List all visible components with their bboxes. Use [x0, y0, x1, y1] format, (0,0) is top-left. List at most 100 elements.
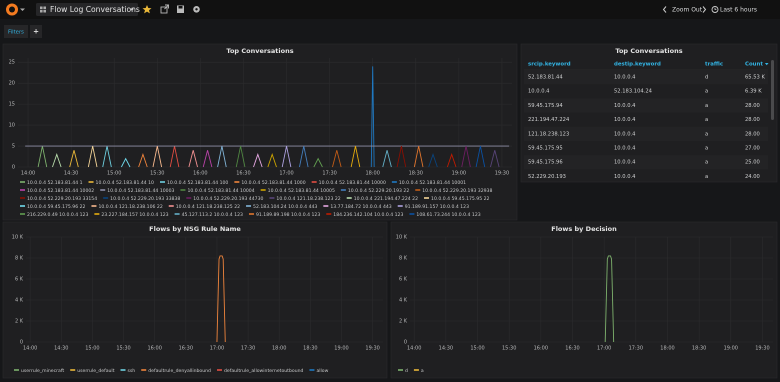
legend-label: 10.0.0.4 52.229.20.193 22	[348, 188, 409, 194]
clock-icon	[711, 6, 719, 13]
panel	[2, 43, 518, 221]
y-tick-label: 4 K	[399, 298, 408, 304]
settings-button[interactable]	[193, 6, 200, 13]
x-tick-label: 17:30	[629, 346, 643, 352]
x-tick-label: 15:30	[150, 171, 164, 177]
table-cell: a	[705, 89, 708, 95]
y-tick-label: 8 K	[15, 256, 24, 262]
x-tick-label: 18:00	[272, 346, 286, 352]
column-header: traffic	[705, 62, 723, 68]
y-tick-label: 2 K	[399, 319, 408, 325]
y-tick-label: 0	[20, 340, 23, 346]
table-cell: 65.53 K	[745, 75, 765, 81]
x-tick-label: 18:30	[692, 346, 706, 352]
legend-label: ssh	[128, 368, 136, 374]
dashboard-title[interactable]: Flow Log Conversations	[50, 5, 140, 14]
scrollbar[interactable]	[771, 60, 774, 120]
legend-label: 10.0.0.4 52.183.81.44 10005	[268, 188, 335, 194]
legend-label: 10.0.0.4 121.18.238.123 22	[276, 196, 340, 202]
legend-label: 10.0.0.4 59.45.175.95 22	[431, 196, 490, 202]
legend-label: 23.227.184.157 10.0.0.4 123	[101, 212, 168, 218]
table-cell: 121.18.238.123	[528, 131, 569, 137]
x-tick-label: 15:00	[107, 171, 121, 177]
legend-label: allow	[316, 368, 328, 374]
zoom-out[interactable]: Zoom Out	[672, 6, 703, 13]
x-tick-label: 19:00	[452, 171, 466, 177]
panel-title: Top Conversations	[615, 47, 682, 55]
table-cell: a	[705, 160, 708, 166]
series-line	[446, 153, 457, 168]
series-line	[604, 255, 615, 343]
table-cell: 10.0.0.4	[614, 75, 636, 81]
table-cell: d	[705, 75, 708, 81]
add-filter-button[interactable]	[30, 25, 42, 38]
legend-label: 10.0.0.4 52.183.81.44 10003	[107, 188, 174, 194]
x-tick-label: 17:00	[210, 346, 224, 352]
x-tick-label: 18:30	[409, 171, 423, 177]
table-cell: 6.39 K	[745, 89, 762, 95]
series-line	[52, 153, 62, 168]
series-line	[475, 145, 486, 168]
x-tick-label: 18:30	[303, 346, 317, 352]
legend-label: a	[421, 369, 424, 374]
share-button[interactable]	[160, 4, 169, 14]
x-tick-label: 16:30	[565, 346, 579, 352]
x-tick-label: 16:00	[534, 346, 548, 352]
y-tick-label: 0	[12, 165, 15, 171]
legend-label: defaultrule_denyallinbound	[148, 368, 211, 374]
table-cell: 52.183.104.24	[614, 89, 653, 95]
x-tick-label: 17:30	[322, 171, 336, 177]
x-tick-label: 15:30	[116, 346, 130, 352]
series-line	[87, 145, 98, 168]
zoom-prev[interactable]	[662, 6, 667, 13]
y-tick-label: 6 K	[15, 277, 24, 283]
legend-label: 91.189.89.198 10.0.0.4 123	[256, 212, 320, 218]
star-button[interactable]	[142, 5, 152, 14]
y-tick-label: 10	[9, 123, 15, 129]
table-cell: 10.0.0.4	[614, 174, 636, 180]
time-range[interactable]: Last 6 hours	[720, 6, 757, 13]
table-cell: 59.45.175.96	[528, 160, 563, 166]
y-tick-label: 20	[9, 81, 15, 87]
legend-label: 10.0.0.4 52.229.20.193 33154	[27, 196, 97, 202]
x-tick-label: 19:00	[334, 346, 348, 352]
legend-label: 10.0.0.4 52.183.81.44 100	[167, 180, 228, 186]
legend-label: 10.0.0.4 52.229.20.193 32938	[422, 188, 492, 194]
series-line	[382, 150, 392, 168]
filters-button[interactable]	[4, 25, 28, 38]
x-tick-label: 14:30	[54, 346, 68, 352]
x-tick-label: 16:00	[147, 346, 161, 352]
grafana-logo[interactable]	[6, 3, 25, 16]
legend-label: 10.0.0.4 59.45.175.96 22	[27, 204, 86, 210]
series-line	[332, 150, 342, 168]
panel-title: Flows by NSG Rule Name	[149, 225, 241, 233]
x-tick-label: 19:30	[495, 171, 509, 177]
table-cell: 10.0.0.4	[614, 160, 636, 166]
caret	[130, 8, 134, 11]
series-line	[490, 150, 500, 168]
zoom-next[interactable]	[702, 6, 707, 13]
table-cell: 52.229.20.193	[528, 174, 566, 180]
series-line	[350, 145, 361, 168]
series-line	[299, 145, 309, 168]
column-header: Count	[745, 62, 763, 68]
x-tick-label: 14:30	[439, 346, 453, 352]
x-tick-label: 16:30	[179, 346, 193, 352]
dashboard-picker[interactable]	[36, 3, 138, 16]
row-band	[524, 126, 768, 141]
table-cell: a	[705, 174, 708, 180]
table-cell: 59.45.175.94	[528, 103, 563, 109]
series-line	[188, 150, 198, 168]
y-tick-label: 10 K	[12, 235, 24, 241]
table-cell: 25.00	[745, 160, 760, 166]
legend-label: 108.61.73.244 10.0.0.4 123	[416, 212, 480, 218]
x-tick-label: 17:00	[597, 346, 611, 352]
series-line	[253, 153, 263, 168]
legend-label: 184.236.142.104 10.0.0.4 123	[333, 212, 403, 218]
series-line	[396, 145, 407, 168]
table-cell: 10.0.0.4	[614, 146, 636, 152]
save-button[interactable]	[177, 5, 184, 14]
y-tick-label: 10 K	[396, 235, 408, 241]
series-line	[370, 66, 375, 168]
